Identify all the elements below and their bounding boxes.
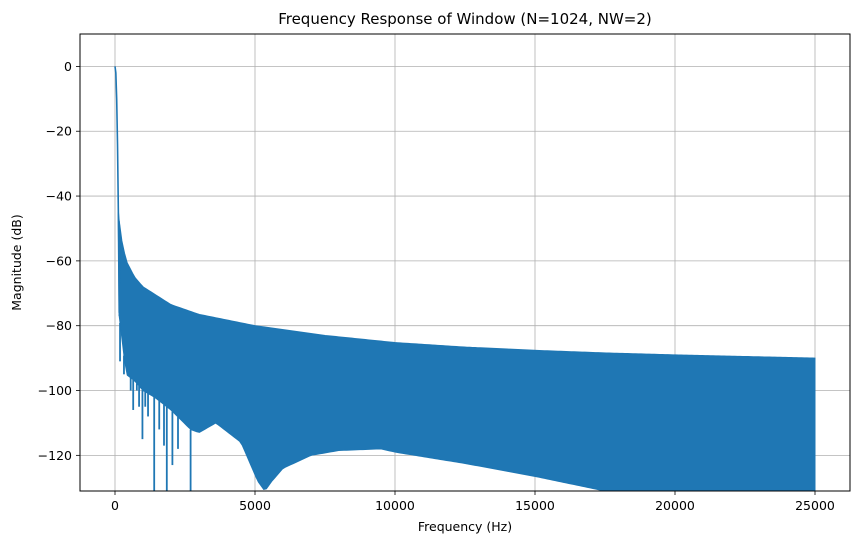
x-tick-label: 10000 (375, 498, 415, 513)
x-tick-label: 0 (111, 498, 119, 513)
plot-area (114, 66, 816, 491)
y-tick-label: −40 (46, 189, 72, 204)
y-tick-label: −120 (38, 448, 72, 463)
response-band (118, 220, 816, 491)
x-tick-label: 25000 (795, 498, 835, 513)
y-tick-label: 0 (64, 59, 72, 74)
y-tick-label: −60 (46, 253, 72, 268)
x-tick-label: 15000 (515, 498, 555, 513)
y-axis: 0 −20 −40 −60 −80 −100 −120 (38, 59, 80, 463)
y-tick-label: −100 (38, 383, 72, 398)
axes-frame (79, 33, 851, 492)
chart-title: Frequency Response of Window (N=1024, NW… (278, 10, 652, 28)
grid (80, 34, 850, 491)
y-axis-label: Magnitude (dB) (9, 214, 24, 310)
y-tick-label: −80 (46, 318, 72, 333)
x-axis-label: Frequency (Hz) (418, 519, 512, 534)
y-tick-label: −20 (46, 124, 72, 139)
series-group (114, 66, 816, 491)
x-axis: 0 5000 10000 15000 20000 25000 (111, 491, 835, 513)
x-tick-label: 20000 (655, 498, 695, 513)
x-tick-label: 5000 (239, 498, 271, 513)
sidelobe-start (117, 212, 121, 316)
